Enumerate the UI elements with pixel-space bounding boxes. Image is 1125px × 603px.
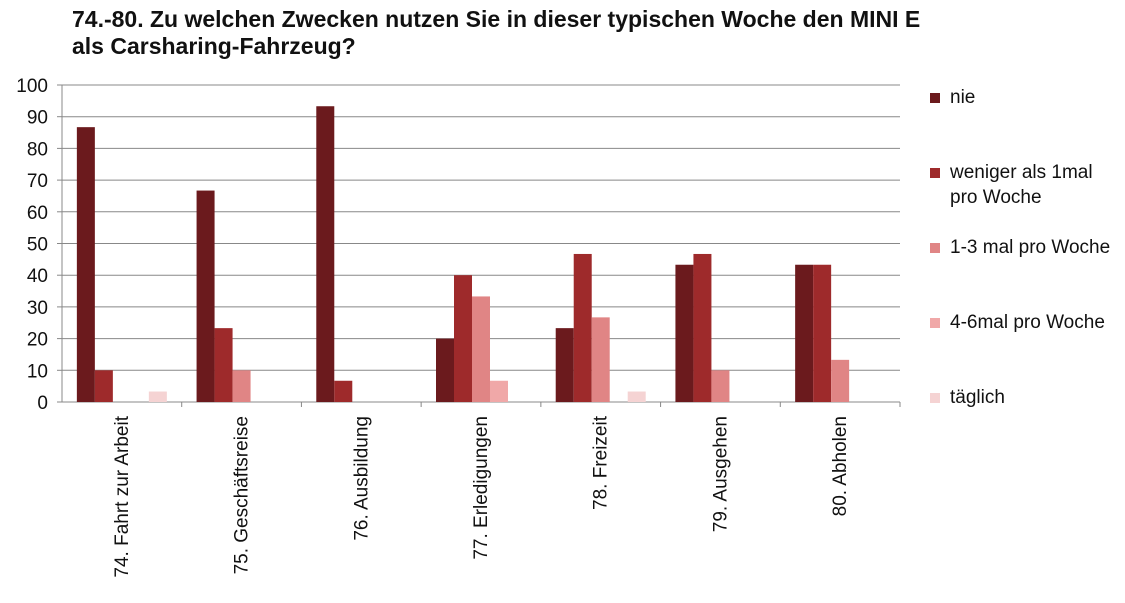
legend-swatch [930, 393, 940, 403]
bar [148, 391, 167, 402]
legend-item: nie [930, 85, 1120, 110]
y-tick-label: 60 [27, 203, 48, 224]
legend-swatch [930, 168, 940, 178]
bar [795, 264, 814, 402]
chart-title: 74.-80. Zu welchen Zwecken nutzen Sie in… [72, 6, 921, 59]
legend-swatch [930, 243, 940, 253]
y-tick-label: 70 [27, 171, 48, 192]
x-tick-label: 77. Erledigungen [471, 416, 492, 560]
bar [490, 380, 508, 402]
bar [196, 190, 215, 402]
bar [627, 391, 646, 402]
bar [76, 127, 95, 402]
legend-label: täglich [950, 387, 1005, 408]
bar [454, 275, 472, 402]
bar [94, 370, 113, 402]
y-tick-label: 30 [27, 298, 48, 319]
bar [711, 370, 730, 402]
legend-label: 1-3 mal pro Woche [950, 237, 1111, 258]
legend-item: weniger als 1mal pro Woche [930, 160, 1120, 210]
bar [436, 338, 454, 402]
legend-swatch [930, 93, 940, 103]
y-tick-label: 10 [27, 361, 48, 382]
bar [232, 370, 251, 402]
x-tick-label: 78. Freizeit [591, 415, 612, 510]
x-tick-label: 80. Abholen [830, 416, 851, 516]
x-tick-label: 79. Ausgehen [710, 416, 731, 532]
bar [693, 253, 712, 402]
x-tick-label: 74. Fahrt zur Arbeit [112, 415, 133, 577]
legend-label: nie [950, 87, 976, 108]
legend-item: 4-6mal pro Woche [930, 310, 1120, 335]
y-tick-label: 0 [37, 393, 48, 414]
y-tick-label: 80 [27, 139, 48, 160]
x-tick-label: 75. Geschäftsreise [232, 416, 253, 574]
legend-item: täglich [930, 385, 1120, 410]
bar [316, 106, 335, 402]
y-tick-label: 20 [27, 330, 48, 351]
y-tick-label: 100 [16, 76, 48, 97]
bar [675, 264, 694, 402]
chart: 0 10 20 30 40 50 60 70 80 90 100 74. Fahrt zur Arbe… [16, 76, 901, 578]
bar [555, 328, 574, 402]
bar [334, 380, 353, 402]
legend-item: 1-3 mal pro Woche [930, 235, 1120, 260]
legend-label: weniger als 1mal pro Woche [950, 162, 1093, 208]
bar [573, 253, 592, 402]
legend-swatch [930, 318, 940, 328]
y-tick-label: 90 [27, 108, 48, 129]
y-tick-label: 40 [27, 266, 48, 287]
bar [591, 317, 610, 402]
legend-label: 4-6mal pro Woche [950, 312, 1105, 333]
bar [214, 328, 233, 402]
bar [813, 264, 832, 402]
bar [472, 296, 490, 402]
x-tick-label: 76. Ausbildung [351, 416, 372, 541]
bar [831, 359, 850, 402]
y-tick-label: 50 [27, 235, 48, 256]
